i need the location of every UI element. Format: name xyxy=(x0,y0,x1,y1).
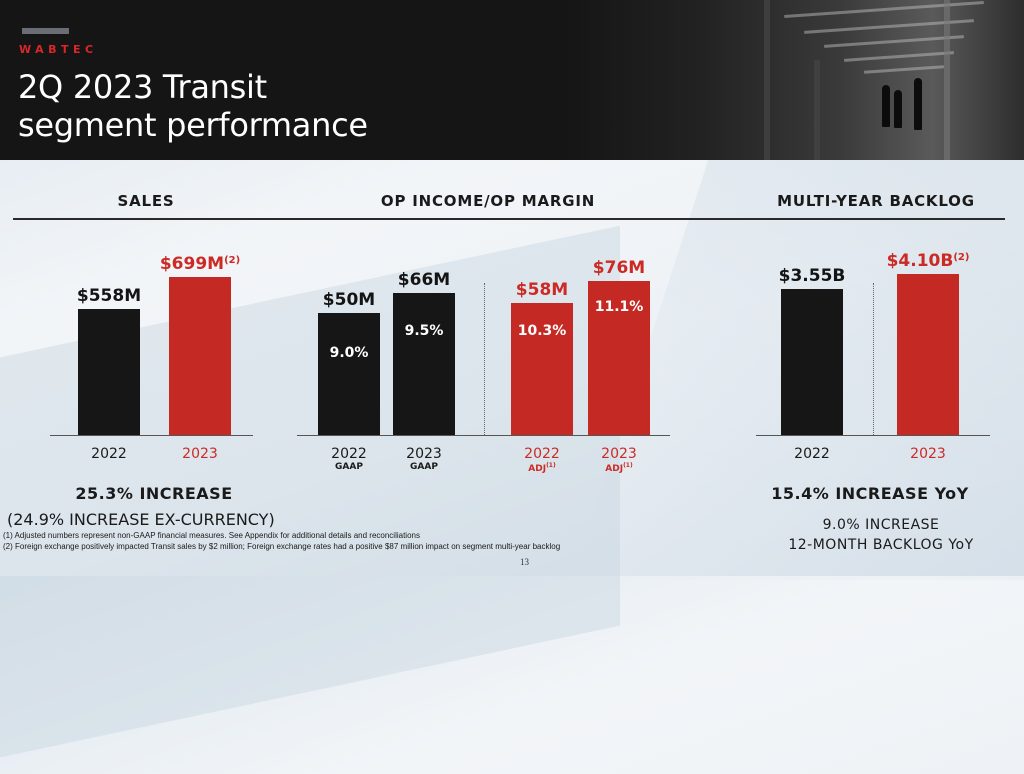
backlog-sub-line-2: 12-MONTH BACKLOG YoY xyxy=(788,537,974,553)
transit-station-photo xyxy=(564,0,1024,160)
x-tick-label: 2023 xyxy=(182,446,218,462)
x-tick-label: 2023 xyxy=(910,446,946,462)
x-tick-sublabel: ADJ(1) xyxy=(605,462,633,474)
backlog-sub-line-1: 9.0% INCREASE xyxy=(822,517,940,533)
page-title: 2Q 2023 Transit segment performance xyxy=(18,68,368,144)
sales-ex-currency-summary: (24.9% INCREASE EX-CURRENCY) xyxy=(7,510,275,529)
value-label: $50M xyxy=(322,290,376,310)
bar-2023 xyxy=(169,277,231,435)
footnote-2: (2) Foreign exchange positively impacted… xyxy=(3,542,561,551)
x-tick-label: 2022 xyxy=(331,446,367,462)
value-label: $4.10B(2) xyxy=(886,251,970,271)
sales-section-title: SALES xyxy=(117,192,175,210)
brand-logo-text: WABTEC xyxy=(19,43,98,56)
bar-2022-adj xyxy=(511,303,573,435)
footnote-1: (1) Adjusted numbers represent non-GAAP … xyxy=(3,531,420,540)
gaap-adj-divider xyxy=(484,283,485,435)
x-tick-label: 2023 xyxy=(601,446,637,462)
value-label: $76M xyxy=(592,258,646,278)
sales-baseline xyxy=(50,435,253,436)
brand-accent-bar xyxy=(22,28,69,34)
backlog-increase-summary: 15.4% INCREASE YoY xyxy=(771,484,969,503)
title-line-1: 2Q 2023 Transit xyxy=(18,68,267,106)
x-tick-label: 2022 xyxy=(794,446,830,462)
op-income-baseline xyxy=(297,435,670,436)
bar-2023 xyxy=(897,274,959,435)
margin-label: 11.1% xyxy=(594,299,644,315)
title-line-2: segment performance xyxy=(18,106,368,144)
sales-increase-summary: 25.3% INCREASE xyxy=(75,484,233,503)
x-tick-sublabel: GAAP xyxy=(335,462,363,472)
header-banner: WABTEC 2Q 2023 Transit segment performan… xyxy=(0,0,1024,160)
bar-2022 xyxy=(78,308,140,435)
value-label: $58M xyxy=(515,280,569,301)
value-label: $66M xyxy=(397,270,451,291)
bar-2022-gaap xyxy=(318,313,380,435)
backlog-baseline xyxy=(756,435,990,436)
x-tick-sublabel: ADJ(1) xyxy=(528,462,556,474)
value-label: $558M xyxy=(76,285,142,306)
value-label: $699M(2) xyxy=(159,254,241,274)
x-tick-label: 2022 xyxy=(524,446,560,462)
margin-label: 9.5% xyxy=(404,323,444,340)
margin-label: 10.3% xyxy=(517,323,567,340)
backlog-section-title: MULTI-YEAR BACKLOG xyxy=(777,192,975,210)
page-number: 13 xyxy=(520,557,529,567)
x-tick-label: 2022 xyxy=(91,446,127,462)
bar-2023-gaap xyxy=(393,293,455,435)
x-tick-sublabel: GAAP xyxy=(410,462,438,472)
backlog-divider xyxy=(873,283,874,435)
section-header-rule xyxy=(13,218,1005,220)
bar-2023-adj xyxy=(588,281,650,435)
value-label: $3.55B xyxy=(778,266,846,286)
margin-label: 9.0% xyxy=(329,345,369,361)
backlog-12-month-summary: 9.0% INCREASE 12-MONTH BACKLOG YoY xyxy=(788,515,973,555)
x-tick-label: 2023 xyxy=(406,446,442,462)
bar-2022 xyxy=(781,289,843,435)
op-income-section-title: OP INCOME/OP MARGIN xyxy=(380,192,596,210)
